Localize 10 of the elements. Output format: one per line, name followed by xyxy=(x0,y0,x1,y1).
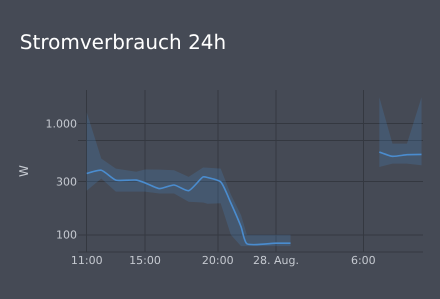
x-tick-label: 11:00 xyxy=(70,254,103,267)
y-tick-label: 1.000 xyxy=(46,117,77,130)
chart-title: Stromverbrauch 24h xyxy=(20,30,226,54)
y-tick-label: 300 xyxy=(56,176,77,189)
x-tick-label: 28. Aug. xyxy=(252,254,299,267)
x-tick-label: 15:00 xyxy=(129,254,161,267)
y-axis-title: W xyxy=(16,164,31,177)
x-tick-label: 6:00 xyxy=(350,254,376,267)
x-tick-label: 20:00 xyxy=(202,254,234,267)
y-tick-label: 100 xyxy=(56,228,77,242)
